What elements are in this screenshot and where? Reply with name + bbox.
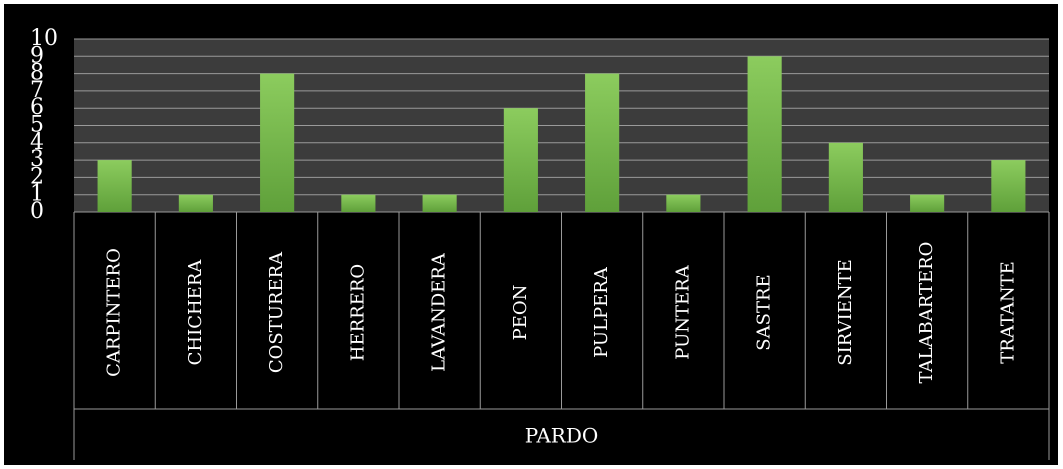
category-label: TRATANTE [997, 261, 1018, 364]
group-label: PARDO [525, 424, 599, 448]
y-tick-label: 9 [30, 43, 44, 68]
category-label: PULPERA [591, 266, 612, 358]
chart-frame: 0 1 2 3 4 5 6 7 8 9 10 CARPINTERO CHICHERA COSTURERA… [4, 4, 1058, 465]
bar-tratante [991, 160, 1026, 212]
bar-pulpera [585, 73, 620, 212]
category-label: CHICHERA [185, 259, 206, 366]
bar-puntera [666, 194, 701, 212]
y-tick-label: 3 [30, 147, 44, 172]
y-tick-label: 10 [30, 26, 58, 51]
y-tick-label: 0 [30, 199, 44, 224]
y-tick-label: 2 [30, 164, 44, 189]
category-label: LAVANDERA [429, 252, 450, 372]
category-label: CARPINTERO [104, 248, 125, 377]
bar-costurera [260, 73, 295, 212]
bar-peon [503, 108, 538, 212]
bar-talabartero [910, 194, 945, 212]
bar-sastre [747, 56, 782, 212]
category-label: SASTRE [754, 274, 775, 350]
y-tick-label: 6 [30, 95, 44, 120]
category-label: COSTURERA [266, 251, 287, 373]
bar-sirviente [828, 142, 863, 212]
gridlines [74, 38, 1049, 213]
category-label: TALABARTERO [916, 242, 937, 384]
y-tick-label: 7 [30, 78, 44, 103]
category-label: PEON [510, 285, 531, 341]
category-label: HERRERO [347, 264, 368, 361]
bar-herrero [341, 194, 376, 212]
y-tick-label: 1 [30, 182, 44, 207]
group-axis: PARDO [73, 408, 1050, 460]
bar-carpintero [97, 160, 132, 212]
category-axis: CARPINTERO CHICHERA COSTURERA HERRERO LAVAND… [73, 212, 1050, 409]
y-tick-label: 8 [30, 61, 44, 86]
bars [97, 56, 1026, 212]
category-label: SIRVIENTE [835, 259, 856, 366]
bar-chichera [178, 194, 213, 212]
category-label: PUNTERA [672, 264, 693, 359]
y-tick-label: 4 [30, 130, 44, 155]
bar-lavandera [422, 194, 457, 212]
y-tick-label: 5 [30, 113, 44, 138]
